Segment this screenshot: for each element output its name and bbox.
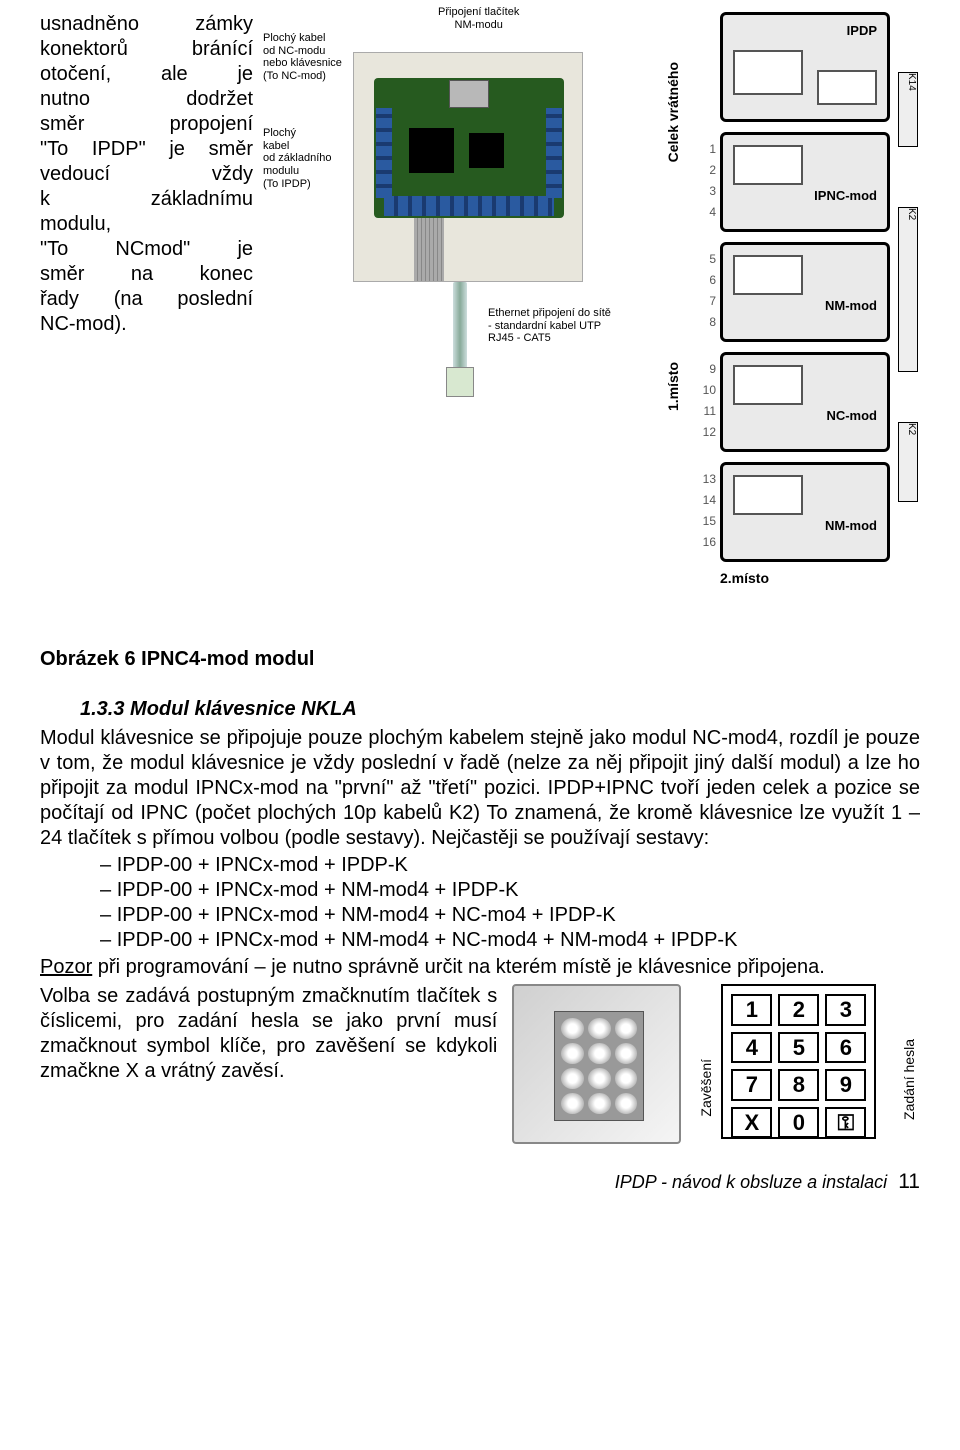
- section-title: Modul klávesnice NKLA: [130, 698, 357, 720]
- label-top-center: Připojení tlačítek NM-modu: [438, 6, 519, 31]
- mod-nc: NC-mod: [720, 352, 890, 452]
- ribbon-cable: [414, 218, 444, 282]
- k2a: K2: [898, 207, 918, 372]
- rj45-plug-icon: [446, 367, 474, 397]
- config-list: IPDP-00 + IPNCx-mod + IPDP-K IPDP-00 + I…: [100, 853, 920, 953]
- key-8: 8: [778, 1069, 819, 1101]
- intro-l8: k základnímu: [40, 187, 253, 212]
- chip-icon: [469, 133, 504, 168]
- intro-l12: řady (na poslední: [40, 287, 253, 312]
- utp-cable: [453, 282, 467, 377]
- section-heading: 1.3.3 Modul klávesnice NKLA: [80, 697, 920, 722]
- key-3: 3: [825, 994, 866, 1026]
- top-row: usnadněno zámky konektorů bránící otočen…: [40, 12, 920, 632]
- keypad-photo: [512, 984, 681, 1144]
- key-4: 4: [731, 1032, 772, 1064]
- label-top-left: Plochý kabel od NC-modu nebo klávesnice …: [263, 32, 342, 83]
- intro-l10: "To NCmod" je: [40, 237, 253, 262]
- footer-text: IPDP - návod k obsluze a instalaci: [615, 1172, 887, 1192]
- page-footer: IPDP - návod k obsluze a instalaci 11: [40, 1169, 920, 1195]
- key-6: 6: [825, 1032, 866, 1064]
- wiring-diagram: Celek vrátného 1.místo IPDP K14 IPNC-mod…: [670, 12, 920, 632]
- pcb: [374, 78, 564, 218]
- nums-1: 1 2 3 4: [698, 142, 716, 226]
- terminal-block: [384, 196, 554, 216]
- chip-icon: [409, 128, 454, 173]
- terminal-block: [546, 108, 562, 198]
- section-num: 1.3.3: [80, 698, 124, 720]
- ipnc-label: IPNC-mod: [814, 188, 877, 204]
- nm2-label: NM-mod: [825, 518, 877, 534]
- label-bottom: Ethernet připojení do sítě - standardní …: [488, 307, 611, 345]
- key-0: 0: [778, 1107, 819, 1139]
- vlabel-celek: Celek vrátného: [665, 62, 683, 162]
- list-item: IPDP-00 + IPNCx-mod + NM-mod4 + NC-mod4 …: [100, 928, 920, 953]
- intro-l1: usnadněno zámky: [40, 12, 253, 37]
- kd-right-label: Zadání hesla: [901, 1039, 919, 1120]
- mod-nm1: NM-mod: [720, 242, 890, 342]
- key-5: 5: [778, 1032, 819, 1064]
- key-1: 1: [731, 994, 772, 1026]
- body-p1: Modul klávesnice se připojuje pouze ploc…: [40, 726, 920, 851]
- list-item: IPDP-00 + IPNCx-mod + NM-mod4 + NC-mo4 +…: [100, 903, 920, 928]
- body-p3: Volba se zadává postupným zmačknutím tla…: [40, 984, 497, 1144]
- keypad-buttons-photo: [554, 1011, 644, 1121]
- list-item: IPDP-00 + IPNCx-mod + IPDP-K: [100, 853, 920, 878]
- body-p2-rest: při programování – je nutno správně urči…: [92, 956, 825, 978]
- intro-l5: směr propojení: [40, 112, 253, 137]
- nums-3: 9 10 11 12: [698, 362, 716, 446]
- bottom-row: Volba se zadává postupným zmačknutím tla…: [40, 984, 920, 1144]
- page-number: 11: [898, 1170, 920, 1193]
- k14: K14: [898, 72, 918, 147]
- module-photo: [353, 52, 583, 282]
- nc-label: NC-mod: [826, 408, 877, 424]
- mod-nm2: NM-mod: [720, 462, 890, 562]
- key-lock: ⚿: [825, 1107, 866, 1139]
- ethernet-port: [449, 80, 489, 108]
- body-p2: Pozor při programování – je nutno správn…: [40, 955, 920, 980]
- key-2: 2: [778, 994, 819, 1026]
- key-7: 7: [731, 1069, 772, 1101]
- intro-l3: otočení, ale je: [40, 62, 253, 87]
- k2b: K2: [898, 422, 918, 502]
- intro-l11: směr na konec: [40, 262, 253, 287]
- kd-left-label: Zavěšení: [698, 1059, 716, 1117]
- nums-4: 13 14 15 16: [698, 472, 716, 556]
- key-9: 9: [825, 1069, 866, 1101]
- misto2-label: 2.místo: [720, 570, 769, 588]
- intro-l6: "To IPDP" je směr: [40, 137, 253, 162]
- intro-l4: nutno dodržet: [40, 87, 253, 112]
- diagram-area: Celek vrátného 1.místo IPDP K14 IPNC-mod…: [670, 12, 920, 632]
- ipdp-label: IPDP: [847, 23, 877, 39]
- figure-caption: Obrázek 6 IPNC4-mod modul: [40, 647, 920, 672]
- terminal-block: [376, 108, 392, 198]
- intro-l2: konektorů bránící: [40, 37, 253, 62]
- vlabel-misto: 1.místo: [665, 362, 683, 411]
- keypad-diagram: Zavěšení 1 2 3 4 5 6 7 8 9 X 0 ⚿ Zadání …: [696, 984, 920, 1144]
- nm1-label: NM-mod: [825, 298, 877, 314]
- intro-l13: NC-mod).: [40, 312, 253, 337]
- body-p2-u: Pozor: [40, 956, 92, 978]
- intro-l9: modulu,: [40, 212, 253, 237]
- nums-2: 5 6 7 8: [698, 252, 716, 336]
- label-left: Plochý kabel od základního modulu (To IP…: [263, 127, 332, 190]
- keypad-frame: 1 2 3 4 5 6 7 8 9 X 0 ⚿: [721, 984, 876, 1139]
- intro-text: usnadněno zámky konektorů bránící otočen…: [40, 12, 253, 632]
- key-x: X: [731, 1107, 772, 1139]
- mod-ipnc: IPNC-mod: [720, 132, 890, 232]
- photo-area: Připojení tlačítek NM-modu Plochý kabel …: [263, 12, 660, 632]
- intro-l7: vedoucí vždy: [40, 162, 253, 187]
- mod-ipdp: IPDP: [720, 12, 890, 122]
- list-item: IPDP-00 + IPNCx-mod + NM-mod4 + IPDP-K: [100, 878, 920, 903]
